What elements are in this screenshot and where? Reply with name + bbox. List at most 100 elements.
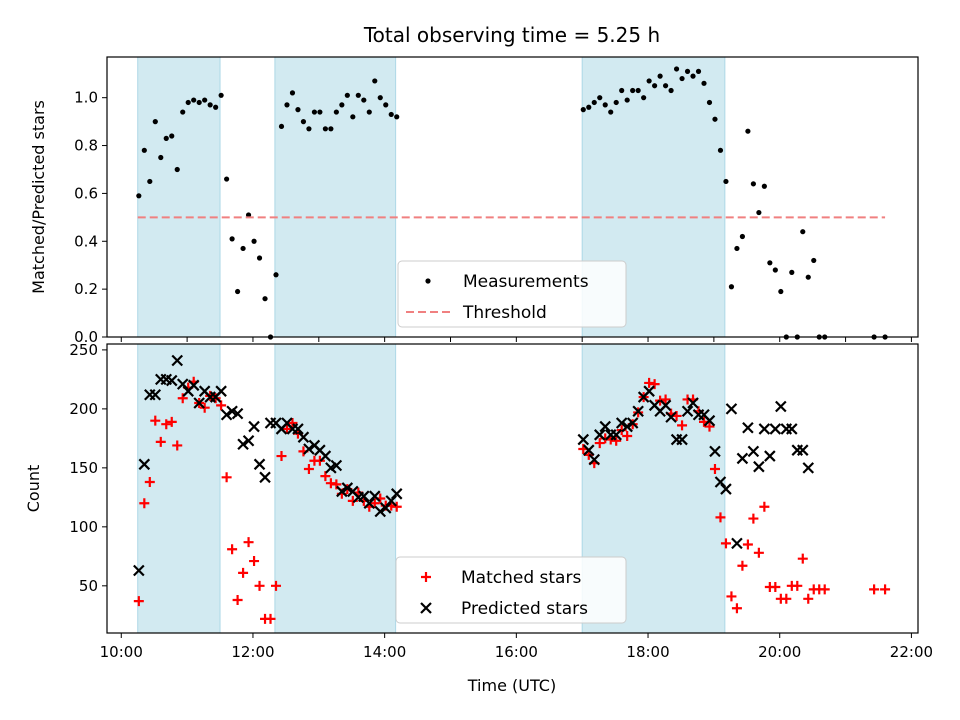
matched-star-point bbox=[819, 584, 830, 595]
legend: Measurements Threshold bbox=[397, 260, 627, 328]
predicted-star-point bbox=[379, 502, 392, 514]
measurement-point bbox=[300, 119, 307, 125]
measurement-point bbox=[668, 87, 674, 94]
predicted-star-point bbox=[593, 429, 606, 441]
x-tick-label: 18:00 bbox=[626, 643, 669, 661]
matched-star-point bbox=[155, 436, 166, 447]
matched-star-point bbox=[655, 395, 666, 406]
predicted-star-point bbox=[237, 438, 249, 451]
series-matched-stars bbox=[133, 376, 891, 624]
measurement-point bbox=[728, 284, 735, 290]
measurement-point bbox=[580, 107, 586, 113]
predicted-star-point bbox=[390, 488, 403, 500]
x-tick-label: 16:00 bbox=[495, 643, 538, 661]
predicted-star-point bbox=[259, 471, 271, 484]
measurement-point bbox=[388, 111, 394, 118]
matched-star-point bbox=[731, 603, 742, 614]
measurement-point bbox=[273, 272, 279, 278]
matched-star-point bbox=[753, 547, 764, 558]
predicted-star-point bbox=[720, 483, 732, 495]
matched-star-point bbox=[391, 501, 402, 512]
predicted-star-point bbox=[385, 495, 398, 507]
predicted-star-point bbox=[802, 462, 815, 474]
measurement-point bbox=[240, 245, 246, 252]
measurement-point bbox=[602, 102, 608, 108]
measurement-point bbox=[657, 73, 663, 79]
predicted-star-point bbox=[681, 405, 694, 418]
matched-star-point bbox=[803, 593, 814, 604]
measurement-point bbox=[245, 212, 252, 218]
predicted-star-point bbox=[588, 453, 601, 466]
matched-star-point bbox=[303, 464, 314, 475]
predicted-star-point bbox=[599, 420, 612, 433]
matched-star-point bbox=[254, 580, 265, 591]
plot-frame bbox=[106, 343, 919, 634]
measurement-point bbox=[662, 83, 669, 89]
measurement-point bbox=[778, 288, 784, 295]
matched-star-point bbox=[709, 464, 720, 475]
predicted-star-point bbox=[330, 459, 343, 472]
measurement-point bbox=[278, 123, 285, 130]
measurement-point bbox=[333, 109, 339, 115]
y-tick-label: 0.8 bbox=[74, 137, 98, 155]
measurement-point bbox=[147, 178, 153, 185]
measurement-point bbox=[229, 236, 235, 242]
measurement-point bbox=[141, 147, 147, 153]
predicted-star-point bbox=[786, 423, 798, 435]
matched-star-point bbox=[172, 440, 183, 451]
predicted-star-point bbox=[643, 385, 655, 397]
matched-star-point bbox=[369, 498, 380, 509]
predicted-star-point bbox=[248, 420, 260, 433]
measurement-point bbox=[262, 296, 268, 302]
measurement-point bbox=[311, 109, 318, 115]
matched-star-point bbox=[265, 613, 276, 624]
x-axis-label: Time (UTC) bbox=[467, 676, 556, 695]
measurement-point bbox=[377, 95, 383, 101]
measurement-point bbox=[701, 80, 707, 86]
matched-star-point bbox=[331, 479, 342, 490]
predicted-star-point bbox=[319, 450, 332, 462]
measurement-point bbox=[234, 288, 241, 295]
x-tick-label: 10:00 bbox=[100, 643, 143, 661]
legend-label: Threshold bbox=[462, 303, 547, 323]
chart-title: Total observing time = 5.25 h bbox=[363, 23, 660, 47]
measurement-point bbox=[608, 109, 614, 115]
matched-star-point bbox=[770, 581, 781, 592]
measurement-point bbox=[174, 166, 180, 173]
predicted-star-point bbox=[231, 407, 244, 420]
predicted-star-point bbox=[709, 445, 721, 458]
predicted-star-point bbox=[582, 444, 595, 456]
measurement-point bbox=[295, 107, 301, 113]
matched-star-point bbox=[660, 394, 671, 405]
x-tick-label: 12:00 bbox=[231, 643, 274, 661]
measurement-point bbox=[180, 109, 186, 115]
predicted-star-point bbox=[220, 408, 233, 421]
measurement-point bbox=[218, 92, 224, 98]
matched-star-point bbox=[649, 379, 660, 390]
matched-star-point bbox=[742, 539, 753, 550]
series-measurements bbox=[136, 66, 888, 340]
y-tick-label: 0.2 bbox=[74, 280, 98, 298]
x-tick-label: 14:00 bbox=[363, 643, 406, 661]
predicted-star-point bbox=[775, 400, 787, 413]
y-tick-label: 0.0 bbox=[74, 328, 98, 346]
matched-star-point bbox=[133, 596, 144, 607]
series-predicted-stars bbox=[133, 354, 815, 577]
predicted-star-point bbox=[764, 450, 776, 462]
legend-label: Measurements bbox=[463, 272, 589, 292]
measurement-point bbox=[690, 73, 696, 79]
measurement-point bbox=[350, 114, 356, 120]
predicted-star-point bbox=[336, 485, 348, 498]
matched-star-point bbox=[161, 419, 172, 430]
measurement-point bbox=[723, 178, 729, 185]
measurement-point bbox=[383, 102, 389, 108]
y-tick-label: 100 bbox=[69, 518, 98, 536]
predicted-star-point bbox=[242, 434, 255, 447]
measurement-point bbox=[136, 193, 142, 199]
predicted-star-point bbox=[292, 423, 304, 435]
measurement-point bbox=[366, 109, 372, 115]
y-tick-label: 200 bbox=[69, 400, 98, 418]
legend-label: Predicted stars bbox=[461, 599, 588, 619]
matched-star-point bbox=[677, 420, 688, 431]
x-tick-label: 22:00 bbox=[890, 643, 933, 661]
